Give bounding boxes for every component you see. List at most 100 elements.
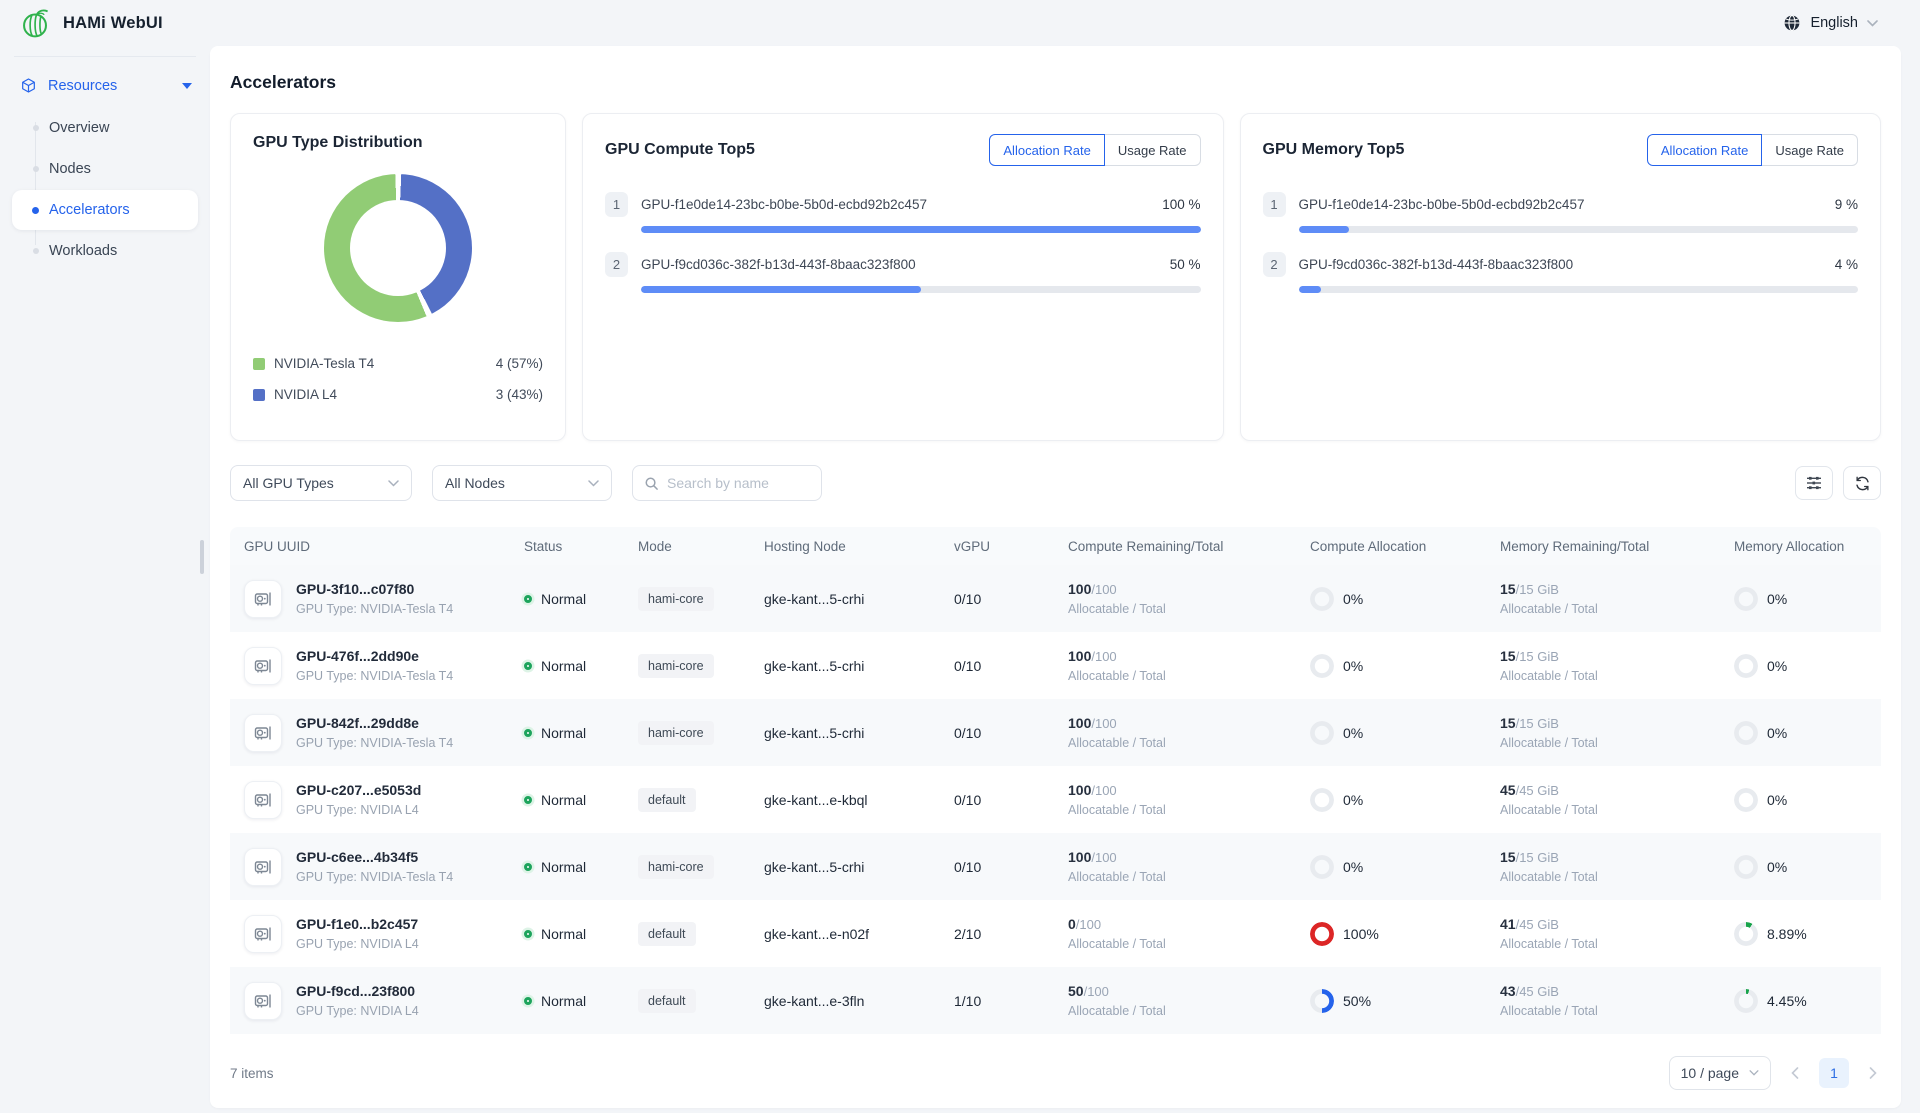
gpu-card-icon — [244, 981, 282, 1020]
items-count: 7 items — [230, 1065, 274, 1081]
table-row[interactable]: GPU-c207...e5053d GPU Type: NVIDIA L4 Nor… — [230, 766, 1881, 833]
node-select[interactable]: All Nodes — [432, 465, 612, 501]
mode-chip: hami-core — [638, 653, 714, 678]
app-title: HAMi WebUI — [63, 13, 163, 32]
vgpu-value: 0/10 — [954, 657, 982, 674]
compute-allocation-ring — [1310, 653, 1334, 678]
status-normal-icon — [524, 594, 532, 603]
legend-label: NVIDIA-Tesla T4 — [274, 356, 375, 371]
table-header: GPU UUID Status Mode Hosting Node vGPU C… — [230, 527, 1881, 565]
card-gpu-compute-top5: GPU Compute Top5 Allocation Rate Usage R… — [582, 113, 1224, 441]
brand: HAMi WebUI — [20, 8, 163, 39]
legend-value: 3 (43%) — [495, 387, 543, 402]
sidebar-item-workloads[interactable]: Workloads — [12, 231, 198, 271]
language-switcher[interactable]: English — [1783, 14, 1878, 32]
mode-chip: hami-core — [638, 586, 714, 611]
memory-remaining: 15 — [1500, 849, 1516, 865]
hosting-node: gke-kant...e-n02f — [764, 925, 870, 942]
node-select-value: All Nodes — [445, 475, 505, 491]
sidebar-item-nodes[interactable]: Nodes — [12, 149, 198, 189]
sidebar-item-overview[interactable]: Overview — [12, 108, 198, 148]
compute-remaining: 100 — [1068, 782, 1092, 798]
top5-row: 1 GPU-f1e0de14-23bc-b0be-5b0d-ecbd92b2c4… — [1262, 192, 1858, 233]
memory-remaining: 45 — [1500, 782, 1516, 798]
memory-allocation-ring — [1734, 854, 1758, 879]
compute-usage-rate-tab[interactable]: Usage Rate — [1103, 134, 1201, 166]
compute-total: /100 — [1075, 917, 1102, 932]
previous-page-button[interactable] — [1787, 1067, 1803, 1079]
allocatable-total-label: Allocatable / Total — [1068, 1004, 1166, 1018]
memory-allocation-rate-tab[interactable]: Allocation Rate — [1646, 134, 1763, 166]
gpu-type: GPU Type: NVIDIA L4 — [296, 937, 419, 951]
top5-row: 1 GPU-f1e0de14-23bc-b0be-5b0d-ecbd92b2c4… — [605, 192, 1201, 233]
memory-remaining: 15 — [1500, 715, 1516, 731]
compute-allocation-rate-tab[interactable]: Allocation Rate — [989, 134, 1105, 166]
legend-item-tesla-t4[interactable]: NVIDIA-Tesla T4 4 (57%) — [253, 348, 543, 379]
vgpu-value: 2/10 — [954, 925, 982, 942]
sidebar-item-accelerators[interactable]: Accelerators — [12, 190, 198, 230]
table-row[interactable]: GPU-842f...29dd8e GPU Type: NVIDIA-Tesla … — [230, 699, 1881, 766]
memory-total: /45 GiB — [1515, 984, 1559, 999]
sidebar-section-label: Resources — [48, 77, 118, 94]
rank-badge: 1 — [605, 192, 628, 217]
top5-row: 2 GPU-f9cd036c-382f-b13d-443f-8baac323f8… — [1262, 252, 1858, 293]
memory-remaining: 15 — [1500, 648, 1516, 664]
compute-remaining: 100 — [1068, 581, 1092, 597]
memory-total: /15 GiB — [1515, 850, 1559, 865]
chevron-down-icon — [1749, 1070, 1759, 1076]
allocatable-total-label: Allocatable / Total — [1500, 870, 1598, 884]
rank-badge: 1 — [1262, 192, 1286, 217]
status-normal-icon — [524, 929, 532, 938]
refresh-button[interactable] — [1843, 466, 1881, 500]
bullet-dot — [32, 248, 39, 254]
card-title: GPU Memory Top5 — [1262, 141, 1405, 158]
scrollbar-thumb[interactable] — [200, 540, 204, 574]
gpu-uuid: GPU-f1e0...b2c457 — [296, 916, 419, 932]
sidebar-item-label: Nodes — [49, 161, 91, 177]
table-row[interactable]: GPU-3f10...c07f80 GPU Type: NVIDIA-Tesla … — [230, 565, 1881, 632]
compute-rate-toggle: Allocation Rate Usage Rate — [989, 134, 1201, 166]
column-header-mode: Mode — [638, 538, 672, 554]
search-input[interactable] — [667, 475, 810, 491]
column-header-memory-remaining: Memory Remaining/Total — [1500, 538, 1650, 554]
gpu-uuid: GPU-842f...29dd8e — [296, 715, 419, 731]
gpu-uuid: GPU-f9cd...23f800 — [296, 983, 416, 999]
page-number-1[interactable]: 1 — [1819, 1058, 1849, 1088]
table-row[interactable]: GPU-c6ee...4b34f5 GPU Type: NVIDIA-Tesla … — [230, 833, 1881, 900]
memory-total: /45 GiB — [1515, 783, 1559, 798]
rank-badge: 2 — [605, 252, 628, 277]
allocatable-total-label: Allocatable / Total — [1500, 669, 1598, 683]
compute-allocation-value: 100% — [1343, 925, 1379, 942]
status-label: Normal — [541, 858, 587, 875]
top-bar: HAMi WebUI English — [0, 0, 1920, 46]
legend-item-l4[interactable]: NVIDIA L4 3 (43%) — [253, 379, 543, 410]
table-row[interactable]: GPU-f1e0...b2c457 GPU Type: NVIDIA L4 Nor… — [230, 900, 1881, 967]
hosting-node: gke-kant...e-3fln — [764, 992, 865, 1009]
page-size-select[interactable]: 10 / page — [1668, 1056, 1771, 1090]
status-label: Normal — [541, 590, 587, 607]
sidebar-section-resources[interactable]: Resources — [12, 71, 198, 100]
gpu-uuid: GPU-c207...e5053d — [296, 782, 422, 798]
table-row[interactable]: GPU-f9cd...23f800 GPU Type: NVIDIA L4 Nor… — [230, 967, 1881, 1034]
card-gpu-type-distribution: GPU Type Distribution NVIDIA-Tesla T4 4 … — [230, 113, 566, 441]
bullet-dot — [32, 206, 39, 214]
column-header-status: Status — [524, 538, 563, 554]
memory-total: /15 GiB — [1515, 649, 1559, 664]
allocatable-total-label: Allocatable / Total — [1500, 1004, 1598, 1018]
column-settings-button[interactable] — [1795, 466, 1833, 500]
memory-usage-rate-tab[interactable]: Usage Rate — [1761, 134, 1858, 166]
status-label: Normal — [541, 657, 587, 674]
progress-bar — [1298, 286, 1858, 293]
gpu-type-donut-chart — [324, 174, 472, 322]
refresh-icon — [1854, 475, 1871, 492]
gpu-type-select[interactable]: All GPU Types — [230, 465, 412, 501]
table-row[interactable]: GPU-476f...2dd90e GPU Type: NVIDIA-Tesla … — [230, 632, 1881, 699]
percent-value: 4 % — [1834, 257, 1858, 272]
next-page-button[interactable] — [1865, 1067, 1881, 1079]
card-gpu-memory-top5: GPU Memory Top5 Allocation Rate Usage Ra… — [1239, 113, 1881, 441]
mode-chip: hami-core — [638, 854, 714, 879]
allocatable-total-label: Allocatable / Total — [1068, 602, 1166, 616]
sidebar-item-label: Accelerators — [49, 202, 130, 218]
gpu-name: GPU-f1e0de14-23bc-b0be-5b0d-ecbd92b2c457 — [641, 197, 927, 212]
language-label: English — [1810, 15, 1858, 31]
